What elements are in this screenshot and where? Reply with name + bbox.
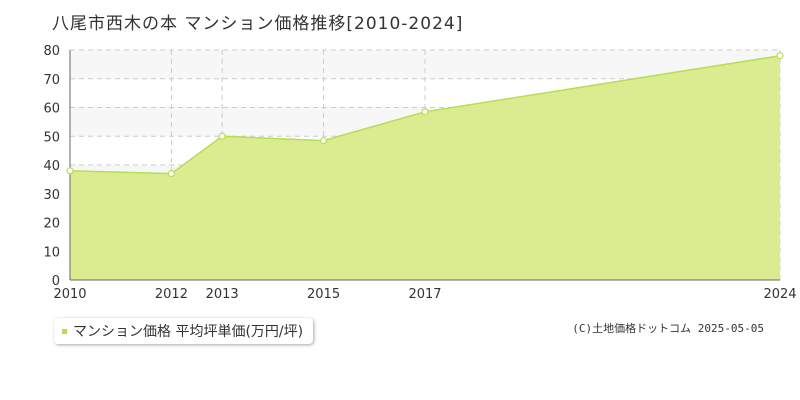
x-tick-label: 2017 xyxy=(408,287,441,302)
y-tick-label: 30 xyxy=(43,188,60,203)
y-tick-label: 40 xyxy=(43,159,60,174)
x-tick-label: 2013 xyxy=(206,287,239,302)
credit-text: (C)土地価格ドットコム 2025-05-05 xyxy=(572,322,764,335)
legend-label: マンション価格 平均坪単価(万円/坪) xyxy=(73,324,304,340)
axes xyxy=(69,50,780,281)
series-area xyxy=(70,55,780,280)
y-tick-label: 50 xyxy=(43,130,60,145)
data-point xyxy=(167,170,176,178)
series-line xyxy=(69,55,781,175)
data-point xyxy=(218,132,226,140)
y-tick-labels: 0 10 20 30 40 50 60 70 80 xyxy=(43,44,60,289)
data-point xyxy=(319,136,328,145)
y-tick-label: 60 xyxy=(43,102,60,117)
data-points xyxy=(66,52,784,178)
chart-title: 八尾市西木の本 マンション価格推移[2010-2024] xyxy=(52,14,464,34)
x-tick-label: 2010 xyxy=(53,287,86,302)
y-tick-label: 20 xyxy=(43,217,60,232)
data-point xyxy=(66,167,74,175)
x-tick-label: 2012 xyxy=(155,287,188,302)
legend-swatch xyxy=(62,328,67,334)
x-tick-label: 2024 xyxy=(763,287,796,302)
y-tick-label: 80 xyxy=(43,44,60,59)
y-tick-label: 10 xyxy=(43,245,60,260)
y-tick-label: 0 xyxy=(52,274,60,289)
x-tick-labels: 2010 2012 2013 2015 2017 2024 xyxy=(53,287,796,302)
data-point xyxy=(421,108,429,116)
x-tick-label: 2015 xyxy=(307,287,340,302)
data-point xyxy=(776,52,784,60)
y-tick-label: 70 xyxy=(43,73,60,88)
legend: マンション価格 平均坪単価(万円/坪) xyxy=(54,318,314,344)
